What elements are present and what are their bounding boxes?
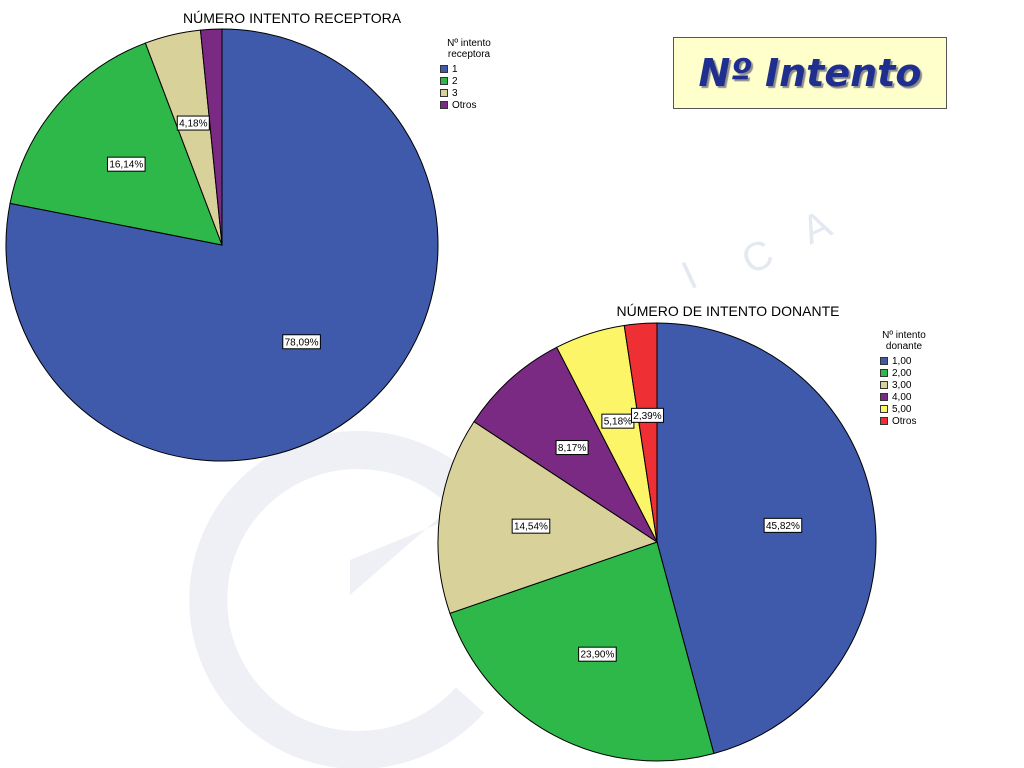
slice-data-label: 23,90% — [578, 646, 617, 662]
slice-data-label: 4,18% — [176, 115, 210, 131]
legend-item: 2 — [440, 75, 500, 87]
legend-label: 4,00 — [892, 391, 912, 403]
svg-text:16,14%: 16,14% — [109, 160, 143, 171]
svg-text:23,90%: 23,90% — [580, 650, 614, 661]
legend-title: Nº intento donante — [882, 330, 926, 352]
pie-slice — [9, 42, 223, 246]
pie-slice — [199, 28, 223, 246]
svg-text:2,39%: 2,39% — [633, 411, 661, 422]
legend-label: 1,00 — [892, 355, 912, 367]
legend-swatch — [440, 101, 448, 109]
slice-data-label: 5,18% — [601, 413, 635, 429]
legend-swatch — [880, 393, 888, 401]
legend-label: 3 — [452, 87, 458, 99]
legend-swatch — [880, 369, 888, 377]
chart-title-receptora: NÚMERO INTENTO RECEPTORA — [182, 10, 402, 26]
legend-label: 3,00 — [892, 379, 912, 391]
legend-item: Otros — [880, 415, 928, 427]
svg-text:14,54%: 14,54% — [514, 522, 548, 533]
pie-slice — [656, 322, 877, 755]
pie-slice — [623, 322, 658, 543]
legend-item: 1,00 — [880, 355, 928, 367]
legend-label: Otros — [892, 415, 917, 427]
slice-data-label: 78,09% — [282, 334, 321, 350]
legend-label: 5,00 — [892, 403, 912, 415]
svg-text:45,82%: 45,82% — [766, 521, 800, 532]
legend-swatch — [880, 405, 888, 413]
svg-text:78,09%: 78,09% — [285, 337, 319, 348]
slice-data-label: 14,54% — [511, 518, 551, 534]
svg-text:8,17%: 8,17% — [558, 443, 586, 454]
legend-swatch — [880, 357, 888, 365]
legend-item: Otros — [440, 99, 500, 111]
legend-donante: Nº intento donante 1,00 2,00 3,00 4,00 5,00 O… — [880, 330, 928, 427]
svg-text:5,18%: 5,18% — [604, 417, 632, 428]
slide-title: Nº Intento — [698, 51, 922, 95]
legend-swatch — [880, 381, 888, 389]
legend-item: 3,00 — [880, 379, 928, 391]
legend-item: 3 — [440, 87, 500, 99]
legend-item: 5,00 — [880, 403, 928, 415]
legend-label: 1 — [452, 63, 458, 75]
legend-item: 4,00 — [880, 391, 928, 403]
legend-swatch — [440, 89, 448, 97]
legend-label: 2 — [452, 75, 458, 87]
chart-title-donante: NÚMERO DE INTENTO DONANTE — [616, 303, 840, 319]
legend-swatch — [440, 65, 448, 73]
legend-label: Otros — [452, 99, 477, 111]
legend-label: 2,00 — [892, 367, 912, 379]
slide-title-box: Nº Intento — [673, 37, 947, 109]
legend-swatch — [440, 77, 448, 85]
slice-data-label: 2,39% — [630, 407, 664, 423]
svg-text:4,18%: 4,18% — [179, 119, 207, 130]
legend-item: 1 — [440, 63, 500, 75]
legend-swatch — [880, 417, 888, 425]
pie-slice — [437, 420, 659, 614]
legend-title: Nº intento receptora — [447, 38, 491, 60]
legend-item: 2,00 — [880, 367, 928, 379]
slice-data-label: 8,17% — [555, 440, 589, 456]
slice-data-label: 16,14% — [106, 156, 146, 172]
slice-data-label: 45,82% — [763, 517, 803, 533]
legend-receptora: Nº intento receptora 1 2 3 Otros — [440, 38, 500, 111]
